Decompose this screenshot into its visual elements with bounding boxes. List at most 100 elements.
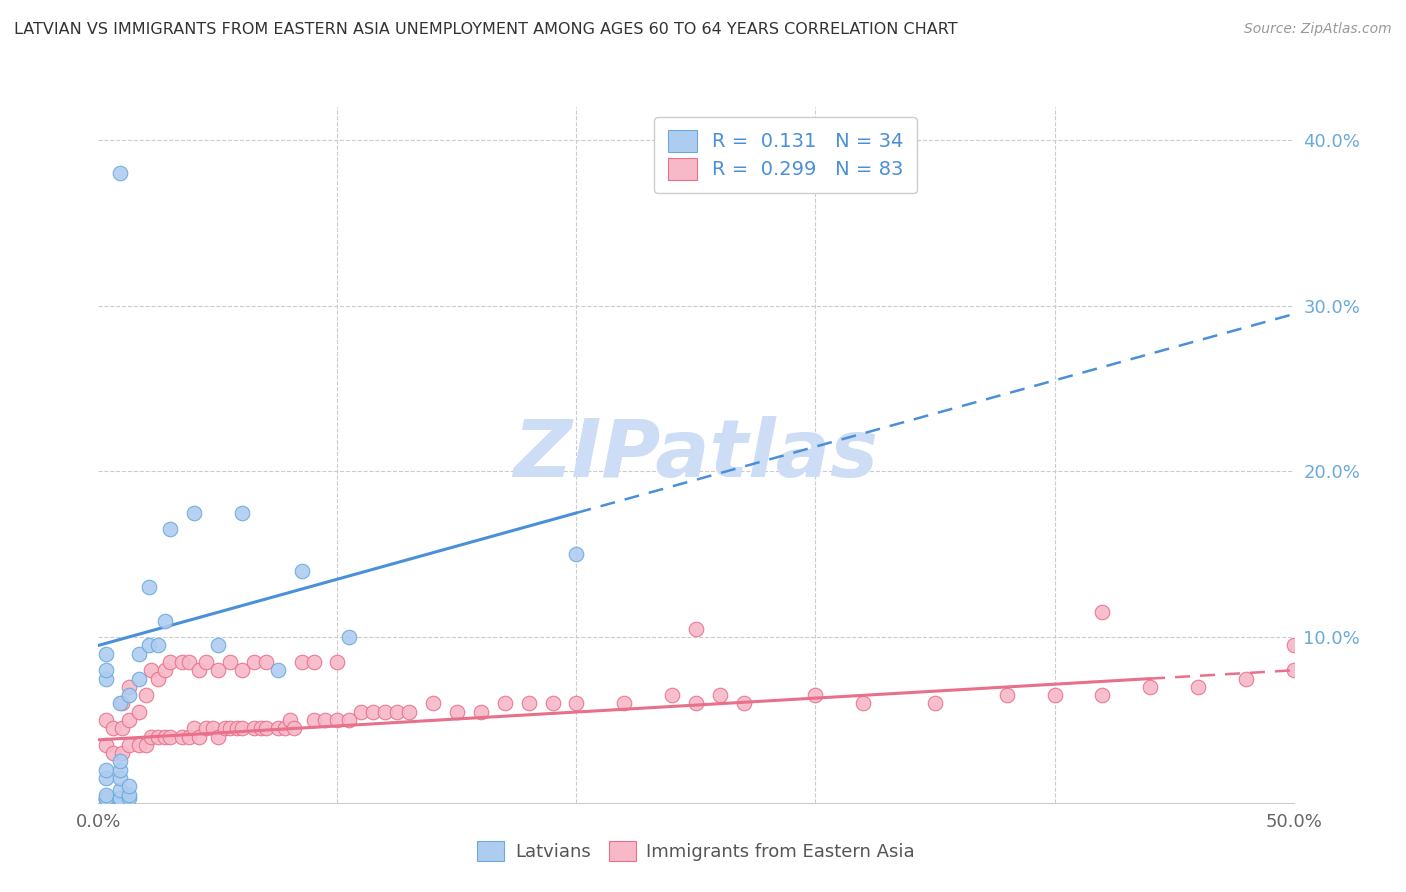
Point	[374, 705, 396, 719]
Point	[291, 655, 314, 669]
Point	[565, 547, 588, 561]
Point	[195, 655, 218, 669]
Point	[267, 663, 290, 677]
Point	[94, 788, 117, 802]
Point	[108, 790, 131, 805]
Point	[267, 721, 290, 735]
Legend: Latvians, Immigrants from Eastern Asia: Latvians, Immigrants from Eastern Asia	[468, 832, 924, 871]
Point	[148, 639, 170, 653]
Point	[398, 705, 420, 719]
Point	[613, 697, 636, 711]
Point	[179, 655, 201, 669]
Point	[995, 688, 1018, 702]
Point	[128, 672, 150, 686]
Point	[541, 697, 564, 711]
Point	[350, 705, 373, 719]
Point	[291, 564, 314, 578]
Point	[118, 790, 141, 805]
Point	[565, 697, 588, 711]
Point	[231, 721, 253, 735]
Point	[924, 697, 946, 711]
Point	[326, 655, 349, 669]
Point	[172, 655, 194, 669]
Point	[118, 713, 141, 727]
Point	[422, 697, 444, 711]
Point	[159, 655, 181, 669]
Point	[1282, 639, 1305, 653]
Point	[1139, 680, 1161, 694]
Point	[1282, 663, 1305, 677]
Point	[101, 721, 124, 735]
Point	[94, 763, 117, 777]
Text: ZIPatlas: ZIPatlas	[513, 416, 879, 494]
Point	[94, 663, 117, 677]
Point	[326, 713, 349, 727]
Point	[94, 647, 117, 661]
Point	[302, 713, 325, 727]
Point	[94, 792, 117, 806]
Point	[159, 730, 181, 744]
Point	[1187, 680, 1209, 694]
Point	[661, 688, 683, 702]
Point	[219, 721, 242, 735]
Point	[214, 721, 236, 735]
Point	[108, 697, 131, 711]
Point	[254, 721, 277, 735]
Point	[108, 763, 131, 777]
Point	[1091, 605, 1114, 619]
Text: LATVIAN VS IMMIGRANTS FROM EASTERN ASIA UNEMPLOYMENT AMONG AGES 60 TO 64 YEARS C: LATVIAN VS IMMIGRANTS FROM EASTERN ASIA …	[14, 22, 957, 37]
Point	[148, 672, 170, 686]
Point	[139, 730, 162, 744]
Point	[118, 688, 141, 702]
Point	[207, 639, 229, 653]
Point	[118, 788, 141, 802]
Point	[250, 721, 273, 735]
Point	[195, 721, 218, 735]
Point	[470, 705, 492, 719]
Point	[274, 721, 297, 735]
Point	[135, 738, 157, 752]
Point	[108, 792, 131, 806]
Point	[187, 663, 209, 677]
Point	[155, 663, 177, 677]
Point	[1043, 688, 1066, 702]
Point	[219, 655, 242, 669]
Point	[685, 622, 707, 636]
Point	[108, 755, 131, 769]
Point	[1234, 672, 1257, 686]
Point	[207, 730, 229, 744]
Point	[118, 779, 141, 793]
Point	[254, 655, 277, 669]
Point	[243, 655, 266, 669]
Point	[183, 721, 205, 735]
Point	[111, 697, 134, 711]
Point	[385, 705, 409, 719]
Point	[118, 738, 141, 752]
Text: Source: ZipAtlas.com: Source: ZipAtlas.com	[1244, 22, 1392, 37]
Point	[128, 705, 150, 719]
Point	[108, 771, 131, 785]
Point	[94, 790, 117, 805]
Point	[517, 697, 540, 711]
Point	[494, 697, 516, 711]
Point	[94, 672, 117, 686]
Point	[111, 721, 134, 735]
Point	[243, 721, 266, 735]
Point	[446, 705, 468, 719]
Point	[733, 697, 755, 711]
Point	[128, 647, 150, 661]
Point	[231, 506, 253, 520]
Point	[135, 688, 157, 702]
Point	[108, 782, 131, 797]
Point	[108, 166, 131, 180]
Point	[148, 730, 170, 744]
Point	[709, 688, 731, 702]
Point	[1091, 688, 1114, 702]
Point	[118, 680, 141, 694]
Point	[804, 688, 827, 702]
Point	[363, 705, 385, 719]
Point	[94, 738, 117, 752]
Point	[339, 630, 361, 644]
Point	[159, 523, 181, 537]
Point	[685, 697, 707, 711]
